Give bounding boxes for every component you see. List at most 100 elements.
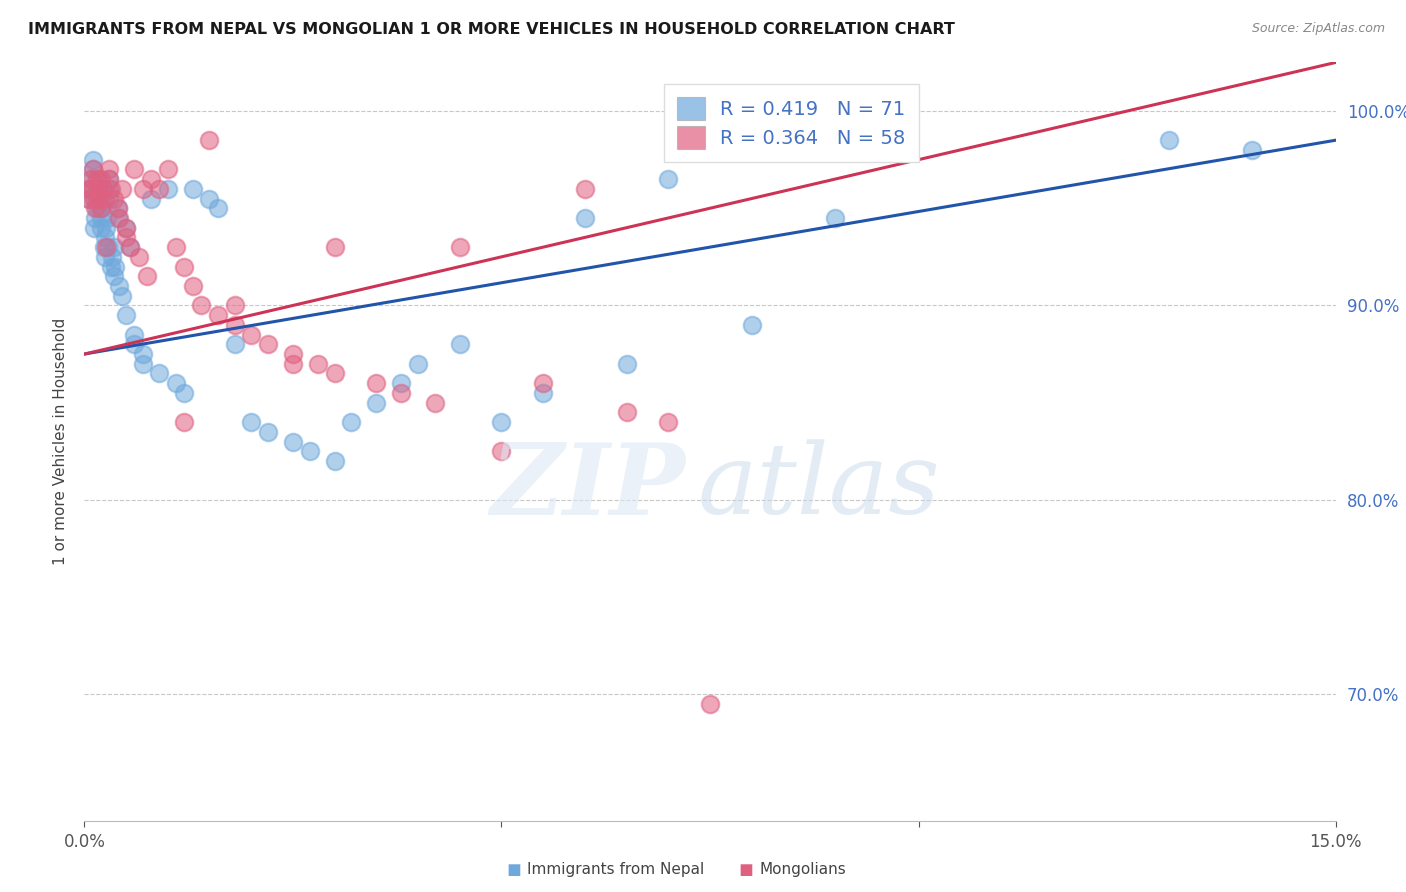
- Point: [107, 211, 129, 225]
- Point: [741, 318, 763, 332]
- Point: [91, 182, 114, 196]
- Point: [136, 269, 159, 284]
- Point: [616, 357, 638, 371]
- Point: [257, 425, 280, 439]
- Point: [531, 386, 554, 401]
- Point: [104, 260, 127, 274]
- Point: [83, 192, 105, 206]
- Point: [94, 240, 117, 254]
- Point: [107, 201, 129, 215]
- Point: [207, 201, 229, 215]
- Point: [77, 192, 100, 206]
- Text: IMMIGRANTS FROM NEPAL VS MONGOLIAN 1 OR MORE VEHICLES IN HOUSEHOLD CORRELATION C: IMMIGRANTS FROM NEPAL VS MONGOLIAN 1 OR …: [28, 22, 955, 37]
- Point: [132, 182, 155, 196]
- Point: [224, 318, 246, 332]
- Point: [76, 182, 98, 196]
- Text: Mongolians: Mongolians: [759, 863, 846, 877]
- Point: [181, 182, 204, 196]
- Point: [240, 415, 263, 429]
- Point: [103, 240, 125, 254]
- Point: [657, 172, 679, 186]
- Point: [111, 289, 134, 303]
- Point: [366, 376, 388, 391]
- Point: [86, 172, 108, 186]
- Text: ◼: ◼: [738, 861, 754, 879]
- Point: [98, 172, 121, 186]
- Point: [108, 279, 131, 293]
- Point: [132, 357, 155, 371]
- Point: [491, 444, 513, 458]
- Point: [107, 201, 129, 215]
- Point: [93, 240, 115, 254]
- Text: Immigrants from Nepal: Immigrants from Nepal: [527, 863, 704, 877]
- Point: [165, 240, 187, 254]
- Point: [98, 162, 121, 177]
- Y-axis label: 1 or more Vehicles in Household: 1 or more Vehicles in Household: [53, 318, 69, 566]
- Point: [97, 240, 120, 254]
- Point: [240, 327, 263, 342]
- Point: [101, 250, 124, 264]
- Point: [1157, 133, 1180, 147]
- Point: [84, 201, 107, 215]
- Point: [173, 415, 195, 429]
- Point: [89, 201, 111, 215]
- Point: [98, 182, 121, 196]
- Point: [90, 211, 112, 225]
- Point: [281, 434, 304, 449]
- Point: [198, 192, 221, 206]
- Point: [103, 269, 125, 284]
- Point: [207, 308, 229, 322]
- Point: [90, 220, 112, 235]
- Point: [449, 240, 471, 254]
- Point: [80, 172, 103, 186]
- Point: [100, 182, 122, 196]
- Point: [115, 220, 138, 235]
- Point: [94, 220, 117, 235]
- Point: [824, 211, 846, 225]
- Point: [699, 697, 721, 711]
- Point: [406, 357, 429, 371]
- Point: [323, 454, 346, 468]
- Text: ◼: ◼: [506, 861, 522, 879]
- Point: [423, 395, 446, 409]
- Point: [124, 337, 146, 351]
- Point: [94, 192, 117, 206]
- Point: [224, 298, 246, 312]
- Point: [90, 201, 112, 215]
- Point: [82, 153, 104, 167]
- Point: [111, 182, 134, 196]
- Point: [181, 279, 204, 293]
- Point: [139, 192, 162, 206]
- Point: [616, 405, 638, 419]
- Point: [257, 337, 280, 351]
- Point: [82, 162, 104, 177]
- Point: [323, 367, 346, 381]
- Point: [298, 444, 321, 458]
- Text: Source: ZipAtlas.com: Source: ZipAtlas.com: [1251, 22, 1385, 36]
- Point: [91, 182, 114, 196]
- Point: [449, 337, 471, 351]
- Point: [128, 250, 150, 264]
- Point: [307, 357, 329, 371]
- Point: [90, 172, 112, 186]
- Point: [657, 415, 679, 429]
- Point: [89, 192, 111, 206]
- Point: [89, 172, 111, 186]
- Point: [86, 201, 108, 215]
- Point: [340, 415, 363, 429]
- Point: [491, 415, 513, 429]
- Point: [574, 211, 596, 225]
- Point: [148, 182, 170, 196]
- Point: [124, 162, 146, 177]
- Point: [574, 182, 596, 196]
- Point: [79, 182, 101, 196]
- Point: [156, 162, 179, 177]
- Point: [82, 182, 104, 196]
- Point: [87, 182, 110, 196]
- Point: [389, 386, 412, 401]
- Point: [148, 367, 170, 381]
- Point: [198, 133, 221, 147]
- Point: [80, 172, 103, 186]
- Point: [389, 376, 412, 391]
- Point: [86, 182, 108, 196]
